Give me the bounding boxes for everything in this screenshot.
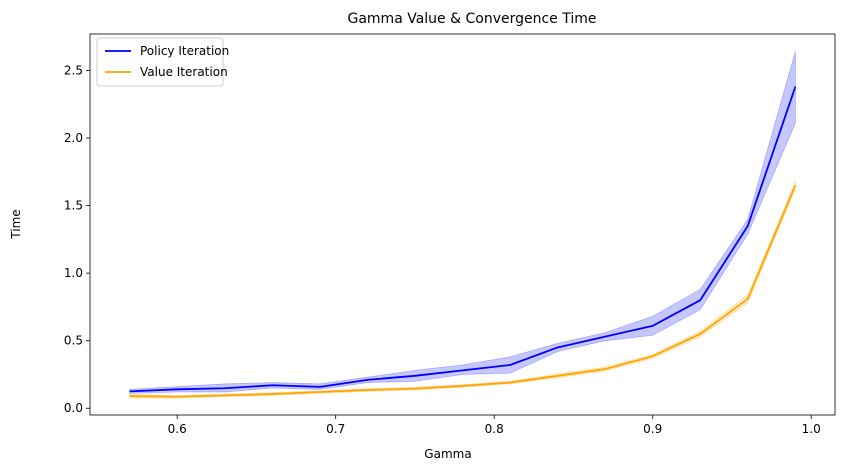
y-tick-label: 0.0 — [64, 401, 83, 415]
y-tick-label: 2.0 — [64, 131, 83, 145]
x-tick-label: 0.9 — [643, 422, 662, 436]
plot-area-frame — [89, 33, 836, 416]
x-tick-label: 0.6 — [168, 422, 187, 436]
x-tick-label: 0.8 — [485, 422, 504, 436]
x-tick-label: 0.7 — [326, 422, 345, 436]
series-lines — [129, 86, 797, 398]
y-tick-label: 2.5 — [64, 63, 83, 77]
line-policy-iteration — [129, 86, 797, 393]
y-axis-ticks: 0.0 0.5 1.0 1.5 2.0 2.5 — [64, 63, 90, 415]
confidence-bands — [129, 51, 796, 399]
band-value-iteration — [129, 181, 796, 399]
y-tick-label: 0.5 — [64, 334, 83, 348]
x-axis-label: Gamma — [424, 447, 471, 461]
x-tick-label: 1.0 — [802, 422, 821, 436]
chart-title: Gamma Value & Convergence Time — [347, 11, 596, 27]
legend-label-policy-iteration: Policy Iteration — [140, 44, 229, 58]
x-axis-ticks: 0.6 0.7 0.8 0.9 1.0 — [168, 415, 821, 436]
legend: Policy Iteration Value Iteration — [96, 37, 229, 87]
band-policy-iteration — [129, 51, 796, 394]
legend-label-value-iteration: Value Iteration — [140, 65, 228, 79]
y-tick-label: 1.5 — [64, 199, 83, 213]
y-axis-label: Time — [9, 209, 23, 239]
legend-box — [96, 37, 224, 87]
line-value-iteration — [129, 184, 797, 398]
y-tick-label: 1.0 — [64, 266, 83, 280]
